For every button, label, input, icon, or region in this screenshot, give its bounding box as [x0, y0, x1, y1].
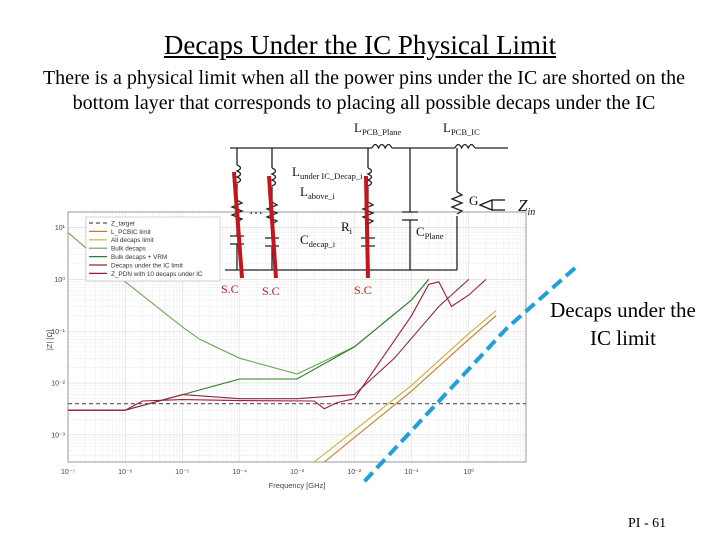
- legend-box: [85, 216, 221, 282]
- legend-label: Bulk decaps + VRM: [111, 254, 167, 261]
- series-line-6: [68, 278, 470, 411]
- zin-arrow: [478, 199, 505, 211]
- impedance-chart: 10⁻⁷ 10⁻⁶ 10⁻⁵ 10⁻⁴ 10⁻³ 10⁻² 10⁻¹ 10⁰ 10¹ 10⁰ 10…: [45, 205, 538, 490]
- y-axis-label: |Z| [Ω]: [45, 330, 54, 350]
- series-line-3: [313, 310, 497, 463]
- legend-label: Z_target: [111, 220, 135, 227]
- slide-body-text: There is a physical limit when all the p…: [42, 67, 686, 114]
- label-r-sub: i: [350, 226, 353, 236]
- y-tick-label: 10⁰: [54, 276, 65, 284]
- pdn-schematic: [225, 143, 508, 279]
- plane-capacitor: [402, 148, 418, 270]
- legend-label: L_PCBIC limit: [111, 229, 151, 236]
- label-l-pcb-ic: LPCB_IC: [443, 120, 480, 137]
- short-circuit-labels: S.C S.C S.C: [221, 282, 372, 298]
- series-line-7: [68, 278, 487, 411]
- label-c-decap-sub: decap_i: [309, 239, 336, 249]
- x-axis-label: Frequency [GHz]: [269, 481, 326, 490]
- label-l-pcb-plane: LPCB_Plane: [354, 120, 401, 137]
- x-tick-label: 10⁻³: [290, 469, 304, 476]
- short-circuit-bars: [232, 171, 370, 279]
- y-tick-label: 10⁻¹: [51, 329, 65, 336]
- label-l-under-ic-sub: under IC_Decap_i: [300, 171, 363, 181]
- series-line-2: [323, 315, 497, 463]
- legend-label: Decaps under the IC limit: [111, 262, 183, 269]
- chart-plot-area: [67, 211, 527, 463]
- x-tick-label: 10⁻⁵: [175, 469, 189, 476]
- callout-text: Decaps under the IC limit: [550, 298, 696, 350]
- decap-limit-indicator-line: [360, 266, 577, 486]
- y-tick-label: 10¹: [55, 225, 66, 232]
- slide-number: PI - 61: [628, 516, 667, 531]
- legend-label: Bulk decaps: [111, 246, 146, 253]
- x-tick-label: 10⁻²: [347, 469, 361, 476]
- x-tick-label: 10⁰: [463, 468, 474, 476]
- sc-label-2: S.C: [262, 284, 280, 298]
- label-l-pcb-ic-sub: PCB_IC: [451, 127, 480, 137]
- g-conductance: [450, 148, 464, 270]
- sc-label-3: S.C: [354, 283, 372, 297]
- label-l-under-ic: Lunder IC_Decap_i: [292, 164, 363, 181]
- label-g: G: [469, 193, 478, 208]
- x-tick-label: 10⁻⁴: [233, 469, 248, 476]
- inductor-pcb-ic: [454, 143, 476, 150]
- sc-label-1: S.C: [221, 282, 239, 296]
- x-tick-label: 10⁻⁷: [61, 469, 75, 476]
- label-l-pcb-plane-sub: PCB_Plane: [362, 127, 401, 137]
- y-tick-label: 10⁻³: [51, 432, 65, 439]
- y-tick-label: 10⁻²: [51, 381, 65, 388]
- label-zin-sub: in: [527, 207, 535, 218]
- label-r: Ri: [341, 219, 353, 236]
- label-zin: Zin: [518, 196, 535, 218]
- inductor-pcb-plane: [371, 143, 393, 150]
- slide-title: Decaps Under the IC Physical Limit: [163, 30, 557, 60]
- branch-ellipsis: …: [249, 203, 263, 218]
- x-tick-label: 10⁻⁶: [118, 469, 132, 476]
- x-tick-label: 10⁻¹: [405, 469, 419, 476]
- legend-label: All decaps limit: [111, 237, 154, 244]
- label-c-plane-sub: Plane: [425, 231, 444, 241]
- label-l-above: Labove_i: [300, 184, 335, 201]
- label-l-above-sub: above_i: [308, 191, 336, 201]
- legend-label: Z_PDN with 10 decaps under IC: [111, 271, 203, 278]
